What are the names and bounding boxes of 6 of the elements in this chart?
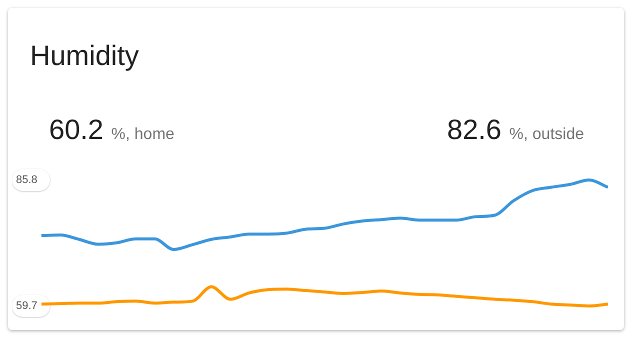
y-tick-label: 85.8 <box>16 174 38 186</box>
line-series <box>40 178 608 252</box>
chart-title: Humidity <box>30 40 139 72</box>
text: 82.6 %, outside <box>447 114 584 145</box>
text: 60.2 %, home <box>49 114 174 145</box>
y-tick-label: 59.7 <box>16 300 38 312</box>
